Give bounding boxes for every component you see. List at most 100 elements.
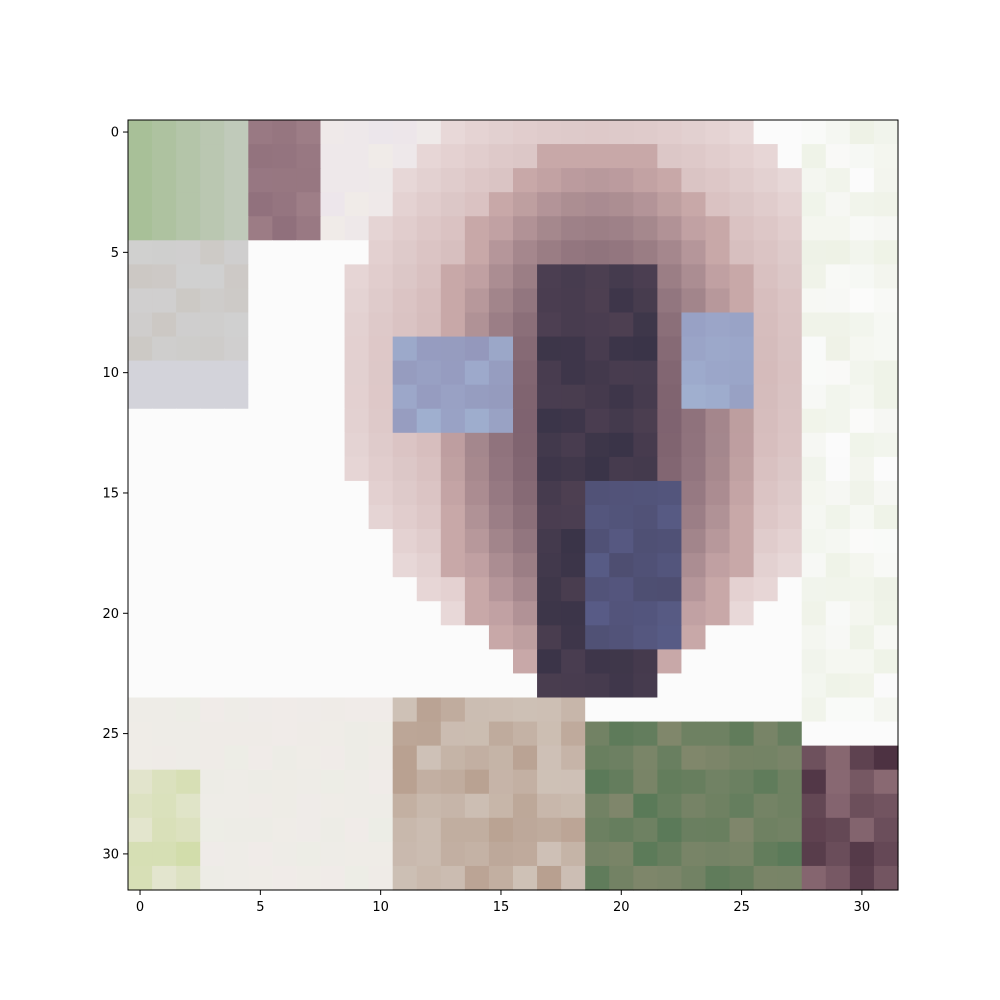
image-pixel (705, 144, 731, 169)
image-pixel (344, 360, 370, 386)
image-pixel (561, 312, 586, 338)
image-pixel (320, 240, 346, 265)
image-pixel (248, 817, 273, 843)
x-axis: 0 5 10 15 20 25 30 (136, 890, 870, 915)
image-pixel (272, 601, 298, 626)
image-pixel (272, 673, 298, 699)
image-pixel (224, 408, 249, 434)
image-pixel (368, 865, 394, 891)
image-pixel (633, 192, 658, 217)
image-pixel (368, 745, 394, 771)
image-pixel (537, 505, 562, 530)
image-pixel (392, 793, 418, 819)
image-pixel (753, 168, 779, 193)
image-pixel (200, 841, 225, 867)
image-pixel (873, 601, 899, 626)
image-pixel (825, 168, 851, 193)
image-pixel (320, 456, 346, 482)
image-pixel (657, 769, 683, 795)
image-pixel (537, 456, 562, 482)
image-pixel (200, 865, 225, 891)
image-pixel (609, 625, 634, 650)
image-pixel (464, 144, 490, 169)
image-pixel (320, 649, 346, 675)
image-pixel (561, 336, 586, 362)
image-pixel (657, 505, 683, 530)
image-pixel (464, 793, 490, 819)
image-pixel (320, 793, 346, 819)
image-pixel (633, 264, 658, 290)
image-pixel (633, 432, 658, 458)
image-pixel (705, 793, 731, 819)
image-pixel (176, 769, 201, 795)
image-pixel (609, 745, 634, 771)
image-pixel (873, 865, 899, 891)
image-pixel (128, 384, 153, 410)
image-pixel (272, 456, 298, 482)
image-pixel (513, 192, 538, 217)
image-pixel (440, 312, 466, 338)
image-pixel (272, 625, 298, 650)
image-pixel (344, 745, 370, 771)
image-pixel (561, 432, 586, 458)
image-pixel (440, 625, 466, 650)
image-pixel (585, 384, 610, 410)
image-pixel (657, 144, 683, 169)
image-pixel (561, 216, 586, 241)
image-pixel (633, 721, 658, 747)
image-pixel (248, 360, 273, 386)
image-pixel (657, 841, 683, 867)
image-pixel (176, 865, 201, 891)
image-pixel (248, 384, 273, 410)
image-pixel (152, 769, 177, 795)
image-pixel (609, 336, 634, 362)
image-pixel (296, 120, 322, 145)
image-pixel (729, 336, 755, 362)
image-pixel (873, 673, 899, 699)
image-pixel (585, 120, 610, 145)
image-pixel (248, 841, 273, 867)
image-pixel (705, 745, 731, 771)
image-pixel (368, 216, 394, 241)
image-pixel (561, 288, 586, 314)
image-pixel (392, 865, 418, 891)
image-pixel (320, 432, 346, 458)
image-pixel (753, 240, 779, 265)
image-pixel (777, 120, 803, 145)
image-pixel (585, 456, 610, 482)
y-tick-label: 30 (102, 847, 119, 862)
image-pixel (128, 432, 153, 458)
image-pixel (392, 216, 418, 241)
image-pixel (152, 384, 177, 410)
image-pixel (272, 264, 298, 290)
image-pixel (801, 553, 827, 578)
image-pixel (368, 384, 394, 410)
image-pixel (224, 168, 249, 193)
image-pixel (585, 649, 610, 675)
image-pixel (176, 120, 201, 145)
image-pixel (801, 480, 827, 506)
image-pixel (513, 312, 538, 338)
image-pixel (825, 240, 851, 265)
image-pixel (753, 745, 779, 771)
image-pixel (152, 745, 177, 771)
image-pixel (344, 841, 370, 867)
image-pixel (464, 264, 490, 290)
image-pixel (200, 456, 225, 482)
image-pixel (440, 456, 466, 482)
image-pixel (152, 216, 177, 241)
x-tick-label: 5 (256, 900, 264, 915)
image-pixel (777, 240, 803, 265)
image-pixel (320, 408, 346, 434)
image-pixel (537, 769, 562, 795)
image-pixel (296, 577, 322, 602)
image-pixel (488, 817, 514, 843)
image-pixel (224, 240, 249, 265)
image-pixel (464, 769, 490, 795)
image-pixel (200, 553, 225, 578)
image-pixel (488, 601, 514, 626)
image-pixel (753, 721, 779, 747)
image-pixel (152, 577, 177, 602)
image-pixel (849, 216, 875, 241)
image-pixel (416, 144, 442, 169)
